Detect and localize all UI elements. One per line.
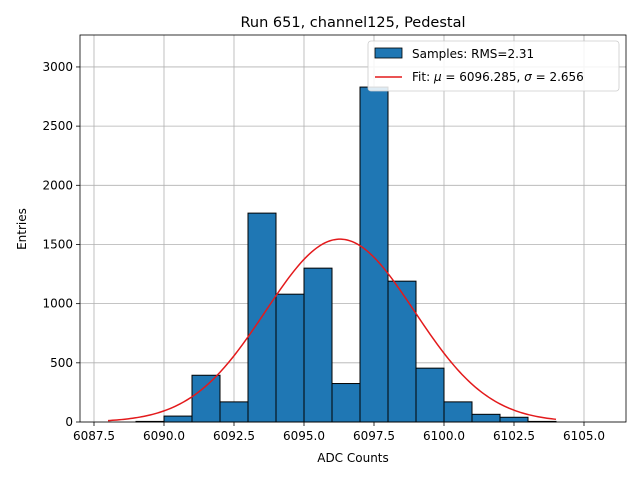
x-tick-label: 6090.0 [143,429,185,443]
histogram-bar [471,413,501,423]
histogram-bar [443,401,473,423]
y-tick-label: 500 [50,356,73,370]
y-tick-label: 1500 [42,237,73,251]
x-tick-label: 6100.0 [423,429,465,443]
histogram-bar [387,280,417,423]
y-axis-ticks: 0 500 1000 1500 2000 2500 3000 [42,60,80,429]
plot-frame [79,34,627,423]
x-axis-label: ADC Counts [317,451,389,465]
histogram-bar [331,383,361,423]
x-tick-label: 6095.0 [283,429,325,443]
x-tick-label: 6087.5 [73,429,115,443]
x-tick-label: 6105.0 [563,429,605,443]
y-tick-label: 1000 [42,297,73,311]
x-axis-ticks: 6087.5 6090.0 6092.5 6095.0 6097.5 6100.0 6102… [73,422,605,443]
histogram-bar [275,293,305,423]
histogram-bars [135,86,557,423]
histogram-bar [359,86,389,423]
chart-title: Run 651, channel125, Pedestal [240,15,465,31]
histogram-bar [163,415,193,423]
y-tick-label: 0 [65,415,73,429]
legend-swatch-samples [374,47,403,59]
x-tick-label: 6097.5 [353,429,395,443]
histogram-bar [415,367,445,423]
fit-curve [107,238,557,422]
histogram-bar [219,401,249,423]
y-axis-label: Entries [15,208,29,250]
histogram-bar [499,416,529,423]
legend-box [367,40,620,92]
x-tick-label: 6092.5 [213,429,255,443]
grid-lines [80,35,626,423]
x-tick-label: 6102.5 [493,429,535,443]
histogram-bar [191,374,221,423]
y-tick-label: 2000 [42,178,73,192]
y-tick-label: 2500 [42,119,73,133]
legend-label-fit: Fit: μ = 6096.285, σ = 2.656 [412,70,584,84]
legend-label-samples: Samples: RMS=2.31 [412,47,534,61]
y-tick-label: 3000 [42,60,73,74]
histogram-bar [303,267,333,423]
legend: Samples: RMS=2.31 Fit: μ = 6096.285, σ =… [367,40,620,92]
